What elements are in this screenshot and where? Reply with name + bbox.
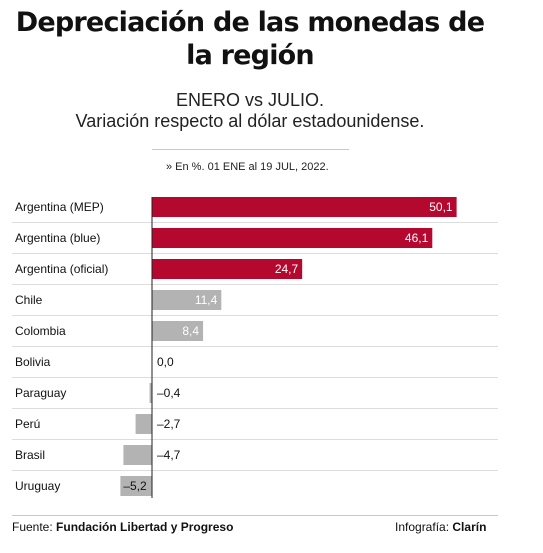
value-label: 11,4 (195, 293, 218, 307)
footer-divider (12, 515, 498, 516)
subtitle-line-1: ENERO vs JULIO. (175, 90, 325, 110)
value-label: –2,7 (157, 417, 181, 431)
category-label: Bolivia (15, 355, 51, 369)
category-label: Argentina (blue) (15, 231, 100, 245)
category-label: Chile (15, 293, 43, 307)
value-label: –4,7 (157, 448, 181, 462)
category-label: Perú (15, 417, 40, 431)
chart-note: » En %. 01 ENE al 19 JUL, 2022. (166, 161, 329, 173)
bar (152, 290, 222, 310)
bar (123, 445, 152, 465)
note-divider (152, 149, 349, 150)
bar (152, 259, 303, 279)
chart-title: Depreciación de las monedas de la región (15, 7, 485, 71)
category-label: Colombia (15, 324, 66, 338)
category-label: Uruguay (15, 479, 60, 493)
source-name: Fundación Libertad y Progreso (56, 520, 234, 534)
bar (152, 228, 433, 248)
bar (135, 414, 152, 434)
bar (152, 197, 457, 217)
bar (120, 476, 152, 496)
category-label: Brasil (15, 448, 45, 462)
value-label: –0,4 (157, 386, 181, 400)
value-label: 0,0 (157, 355, 174, 369)
credit-label: Infografía: (395, 520, 450, 534)
value-label: 24,7 (275, 262, 299, 276)
source-credit: Fuente: Fundación Libertad y Progreso (12, 520, 233, 534)
bar (149, 383, 152, 403)
value-label: 8,4 (182, 324, 199, 338)
value-label: 50,1 (429, 200, 453, 214)
category-label: Paraguay (15, 386, 66, 400)
bar-chart: Argentina (MEP) 50,1 Argentina (blue) 46,1 A… (12, 197, 498, 498)
bar (152, 321, 204, 341)
category-label: Argentina (MEP) (15, 200, 104, 214)
credit-name: Clarín (452, 520, 487, 534)
value-label: –5,2 (123, 479, 147, 493)
value-label: 46,1 (405, 231, 429, 245)
subtitle-line-2: Variación respecto al dólar estadouniden… (75, 111, 425, 131)
source-label: Fuente: (12, 520, 53, 534)
category-label: Argentina (oficial) (15, 262, 108, 276)
infographic-credit: Infografía: Clarín (395, 520, 486, 534)
chart-subtitle: ENERO vs JULIO. Variación respecto al dó… (0, 90, 500, 132)
